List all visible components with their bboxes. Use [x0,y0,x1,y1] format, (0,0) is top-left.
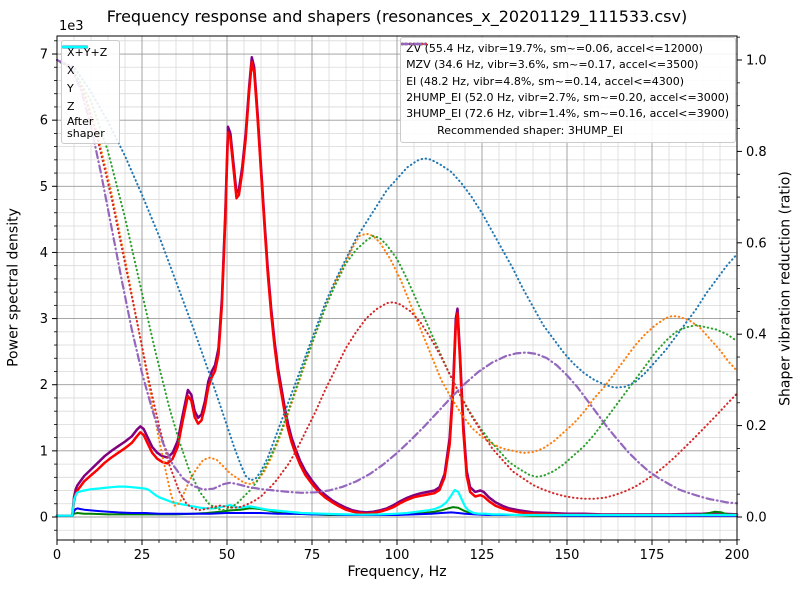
tick-label: 3 [40,312,48,327]
legend-psd: X+Y+Z X Y Z After shaper [61,40,120,144]
tick-label: 0.0 [746,511,767,526]
series-3hump_ei [55,58,739,505]
tick-label: 75 [304,548,321,563]
solid-line-swatch [62,45,88,49]
dashdot-line-swatch [401,42,428,46]
legend-item-x: X [62,45,113,80]
legend-item-label: Z [67,100,75,113]
series-mzv [56,59,738,507]
tick-label: 125 [470,548,495,563]
legend-item-z: Z [62,45,113,116]
y-axis-left-label: Power spectral density [5,208,22,367]
series-ei [56,59,738,512]
ticks [52,36,742,545]
recommended-shaper-text: Recommended shaper: 3HUMP_EI [437,123,624,137]
tick-label: 1.0 [746,54,767,69]
legend-item-label: 3HUMP_EI (72.6 Hz, vibr=1.4%, sm~=0.16, … [406,107,729,121]
legend-item-after: After shaper [62,45,113,140]
legend-recommended-note: Recommended shaper: 3HUMP_EI [406,122,729,138]
legend-item-label: 2HUMP_EI (52.0 Hz, vibr=2.7%, sm~=0.20, … [406,91,729,105]
tick-label: 5 [40,180,48,195]
legend-item-label: X+Y+Z [67,46,108,59]
tick-label: 0 [40,511,48,526]
series-zv [56,59,738,482]
legend-item-label: EI (48.2 Hz, vibr=4.8%, sm~=0.14, accel<… [406,74,685,88]
tick-label: 100 [385,548,410,563]
tick-label: 7 [40,48,48,63]
legend-item-label: X [67,64,75,77]
legend-item-mzv: MZV (34.6 Hz, vibr=3.6%, sm~=0.17, accel… [401,42,729,73]
tick-label: 6 [40,114,48,129]
legend-item-label: MZV (34.6 Hz, vibr=3.6%, sm~=0.17, accel… [406,58,699,72]
legend-item-2hump_ei: 2HUMP_EI (52.0 Hz, vibr=2.7%, sm~=0.20, … [401,42,729,106]
tick-label: 0.4 [746,328,767,343]
tick-label: 2 [40,378,48,393]
y-axis-right-label: Shaper vibration reduction (ratio) [777,171,794,406]
tick-label: 0.6 [746,236,767,251]
tick-label: 175 [640,548,665,563]
tick-labels: 0 25 50 75 100 125 150 175 200 0 1 2 3 4 5 6 7 0.0 0.2 0.4 0… [40,48,767,563]
legend-item-label: ZV (55.4 Hz, vibr=19.7%, sm~=0.06, accel… [406,42,703,56]
tick-label: 4 [40,246,48,261]
series-after-shaper [55,485,739,517]
tick-label: 200 [725,548,750,563]
legend-item-label: Y [67,82,74,95]
tick-label: 150 [555,548,580,563]
legend-item-3hump_ei: 3HUMP_EI (72.6 Hz, vibr=1.4%, sm~=0.16, … [401,42,729,122]
legend-item-y: Y [62,45,113,98]
tick-label: 50 [219,548,236,563]
y-axis-offset-text: 1e3 [59,19,84,34]
x-axis-label: Frequency, Hz [347,564,447,580]
tick-label: 0.2 [746,419,767,434]
series-x [55,60,739,517]
series [55,56,739,517]
tick-label: 1 [40,444,48,459]
legend-item-label: After shaper [67,115,105,140]
legend-item-zv: ZV (55.4 Hz, vibr=19.7%, sm~=0.06, accel… [401,41,729,57]
legend-shapers: ZV (55.4 Hz, vibr=19.7%, sm~=0.06, accel… [400,37,736,143]
chart-title: Frequency response and shapers (resonanc… [106,7,688,26]
tick-label: 0.8 [746,145,767,160]
legend-item-ei: EI (48.2 Hz, vibr=4.8%, sm~=0.14, accel<… [401,42,729,90]
tick-label: 0 [53,548,61,563]
tick-label: 25 [134,548,151,563]
series-2hump_ei [56,59,738,512]
